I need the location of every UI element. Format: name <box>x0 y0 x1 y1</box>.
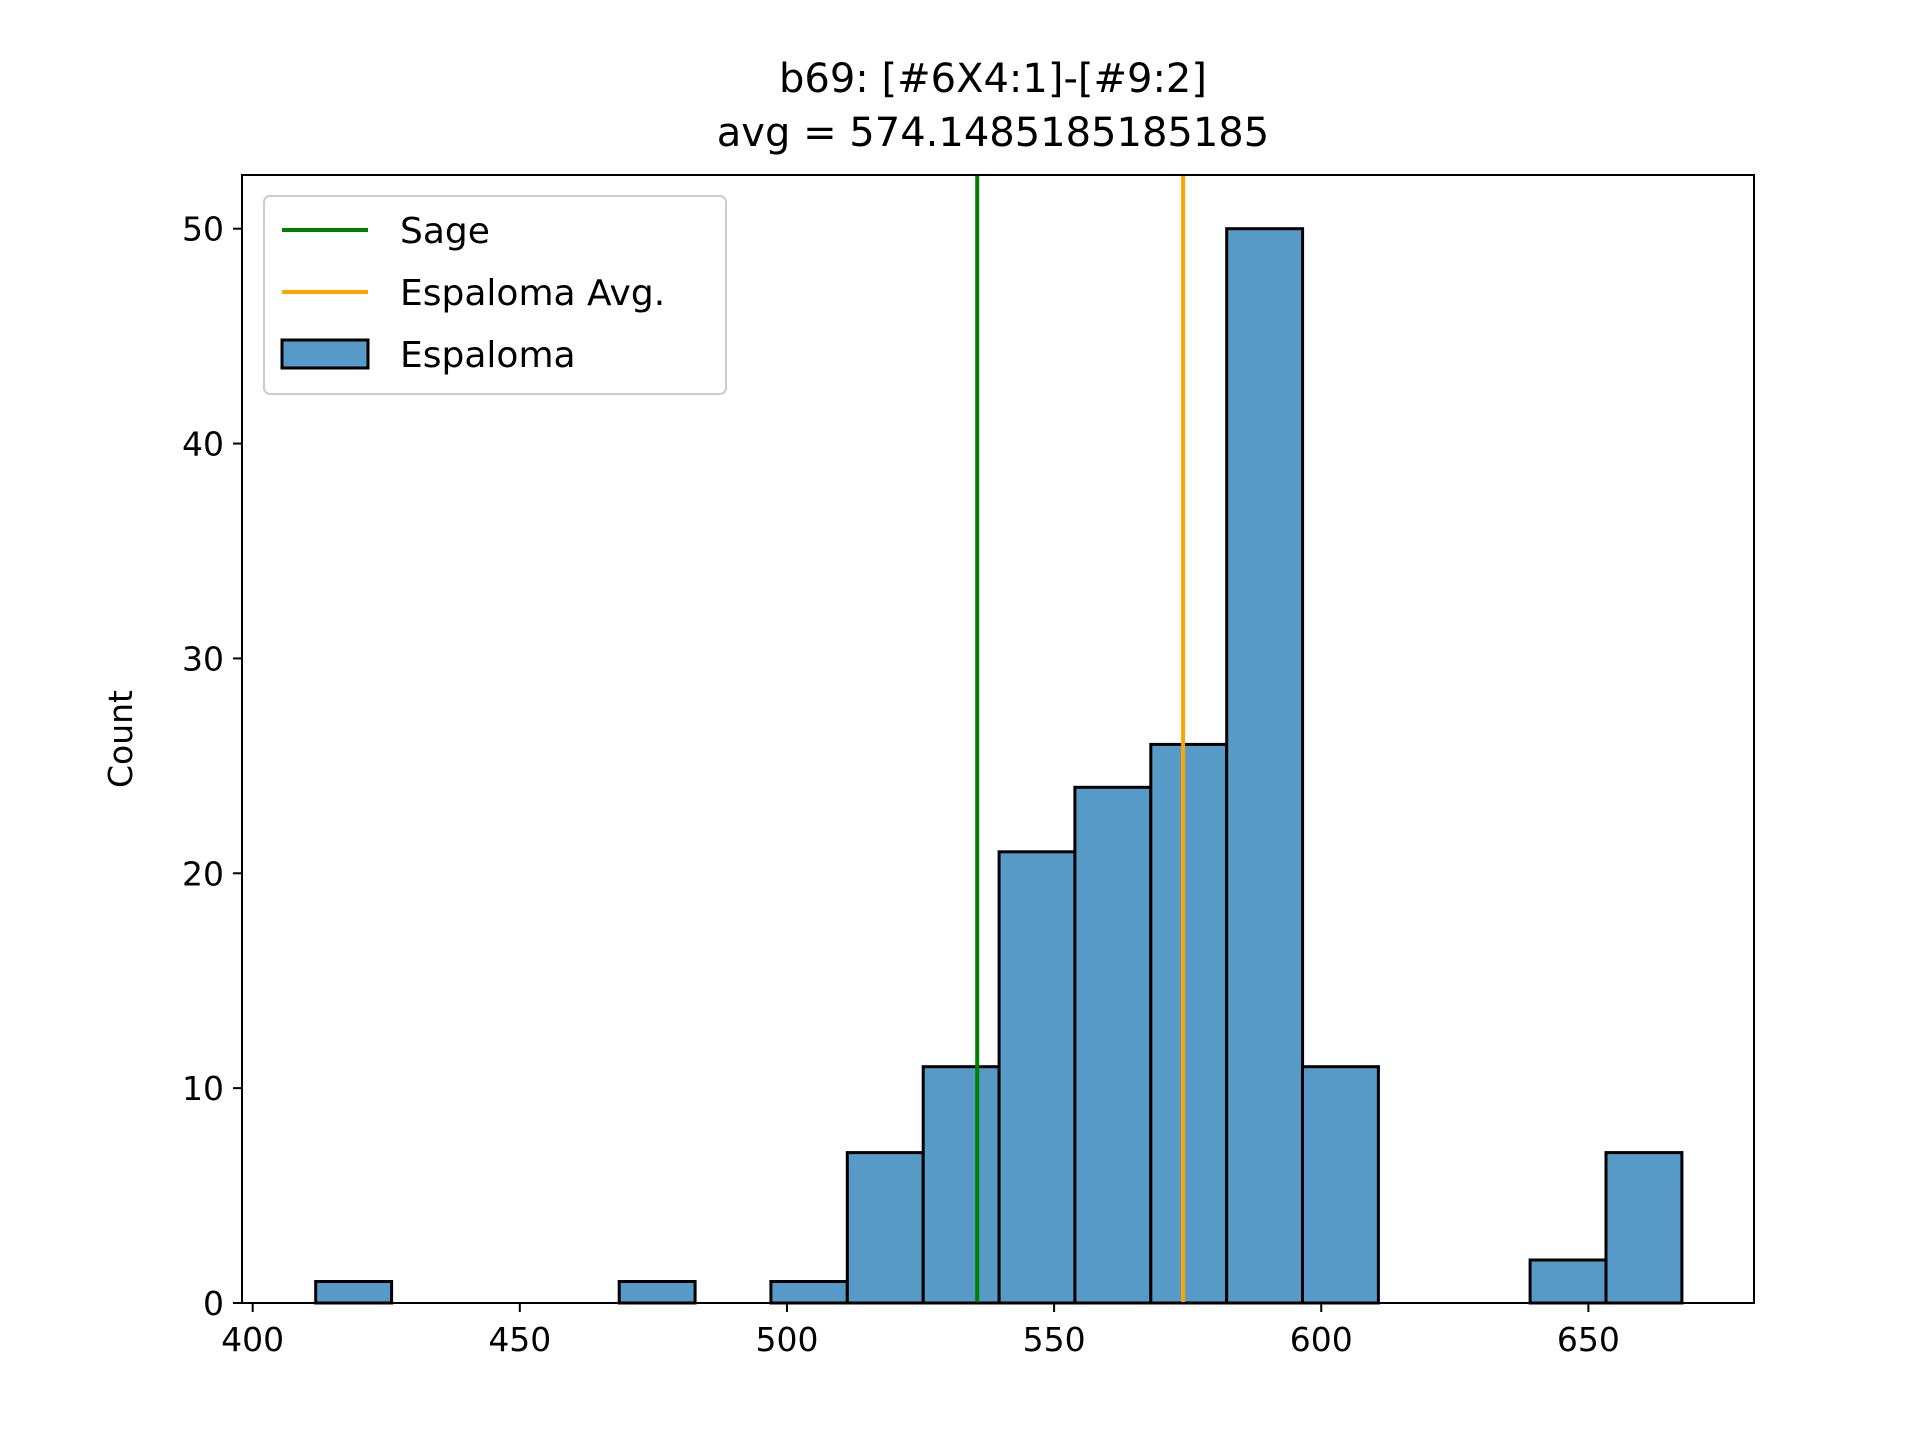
legend-espaloma-avg-label: Espaloma Avg. <box>400 273 665 314</box>
histogram-bar-4 <box>617 1280 697 1305</box>
y-tick-label-10: 10 <box>182 1069 224 1108</box>
legend-sage-label: Sage <box>400 211 490 252</box>
y-tick-label-20: 20 <box>182 854 224 893</box>
histogram-bar-10 <box>1073 785 1153 1305</box>
y-tick-label-30: 30 <box>182 639 224 678</box>
histogram-bar-16 <box>1528 1258 1608 1305</box>
histogram-bar-11 <box>1149 742 1229 1305</box>
histogram-bar-6 <box>769 1280 849 1305</box>
plot-area-frame <box>241 174 1755 1304</box>
y-tick-label-0: 0 <box>203 1284 224 1323</box>
histogram-bar-9 <box>997 850 1077 1305</box>
x-tick-label-400: 400 <box>221 1320 284 1359</box>
x-tick-label-500: 500 <box>755 1320 818 1359</box>
chart-subtitle: avg = 574.1485185185185 <box>717 110 1269 156</box>
histogram-bar-0 <box>314 1280 394 1305</box>
y-axis-label: Count <box>101 690 140 788</box>
x-axis-ticks: 400 450 500 550 600 650 <box>221 1303 1620 1359</box>
x-tick-label-550: 550 <box>1023 1320 1086 1359</box>
histogram-bar-17 <box>1604 1151 1684 1305</box>
histogram-bar-12 <box>1225 227 1305 1305</box>
y-axis-ticks: 0 10 20 30 40 50 <box>182 210 242 1323</box>
histogram-bar-13 <box>1301 1065 1380 1305</box>
y-tick-label-50: 50 <box>182 210 224 249</box>
x-tick-label-650: 650 <box>1557 1320 1620 1359</box>
histogram-bar-8 <box>921 1065 1001 1305</box>
y-tick-label-40: 40 <box>182 425 224 464</box>
histogram-bar-7 <box>845 1151 925 1305</box>
reference-lines-layer <box>975 175 1186 1303</box>
chart-title: b69: [#6X4:1]-[#9:2] <box>779 56 1207 102</box>
x-tick-label-450: 450 <box>488 1320 551 1359</box>
legend-espaloma-label: Espaloma <box>400 335 576 376</box>
legend: Sage Espaloma Avg. Espaloma <box>263 195 727 395</box>
legend-espaloma-patch-icon <box>280 338 370 370</box>
legend-frame <box>263 195 727 395</box>
x-tick-label-600: 600 <box>1290 1320 1353 1359</box>
